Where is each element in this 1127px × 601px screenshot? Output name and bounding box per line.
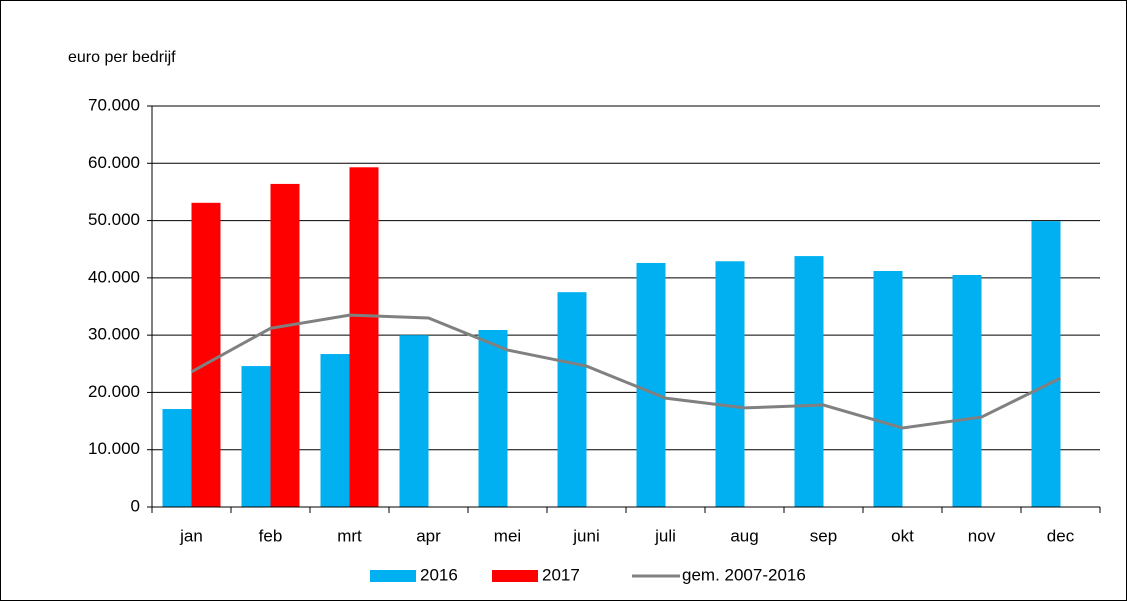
line	[190, 313, 1062, 430]
x-tick-label: dec	[1047, 526, 1075, 545]
y-tick-label: 40.000	[88, 267, 140, 286]
y-tick-label: 20.000	[88, 382, 140, 401]
x-tick-label: feb	[259, 526, 283, 545]
y-tick-label: 10.000	[88, 439, 140, 458]
bar	[320, 354, 350, 507]
x-tick-label: apr	[416, 526, 441, 545]
bar	[1031, 221, 1061, 507]
bar	[636, 262, 666, 507]
legend-swatch	[492, 570, 538, 582]
x-tick-label: jan	[179, 526, 203, 545]
y-tick-label: 60.000	[88, 153, 140, 172]
bar	[191, 202, 221, 507]
bar	[873, 270, 903, 507]
x-tick-label: juli	[654, 526, 676, 545]
x-tick-label: sep	[810, 526, 837, 545]
bar	[349, 167, 379, 507]
legend-label: gem. 2007-2016	[682, 565, 806, 584]
y-tick-label: 0	[131, 496, 140, 515]
bar	[162, 409, 192, 507]
y-tick-label: 50.000	[88, 210, 140, 229]
legend-label: 2017	[542, 565, 580, 584]
bar	[241, 366, 271, 507]
bar	[557, 292, 587, 507]
bar	[399, 335, 429, 507]
bar	[952, 274, 982, 507]
x-tick-label: aug	[730, 526, 758, 545]
x-tick-label: juni	[572, 526, 599, 545]
y-tick-label: 30.000	[88, 325, 140, 344]
bar	[794, 256, 824, 507]
x-tick-label: mrt	[337, 526, 362, 545]
x-tick-label: mei	[494, 526, 521, 545]
x-tick-label: okt	[891, 526, 914, 545]
legend-swatch	[370, 570, 416, 582]
x-tick-label: nov	[968, 526, 996, 545]
bar	[270, 183, 300, 507]
bar	[478, 329, 508, 507]
bar	[715, 261, 745, 507]
y-tick-label: 70.000	[88, 95, 140, 114]
y-axis-title: euro per bedrijf	[68, 49, 176, 66]
legend-label: 2016	[420, 565, 458, 584]
